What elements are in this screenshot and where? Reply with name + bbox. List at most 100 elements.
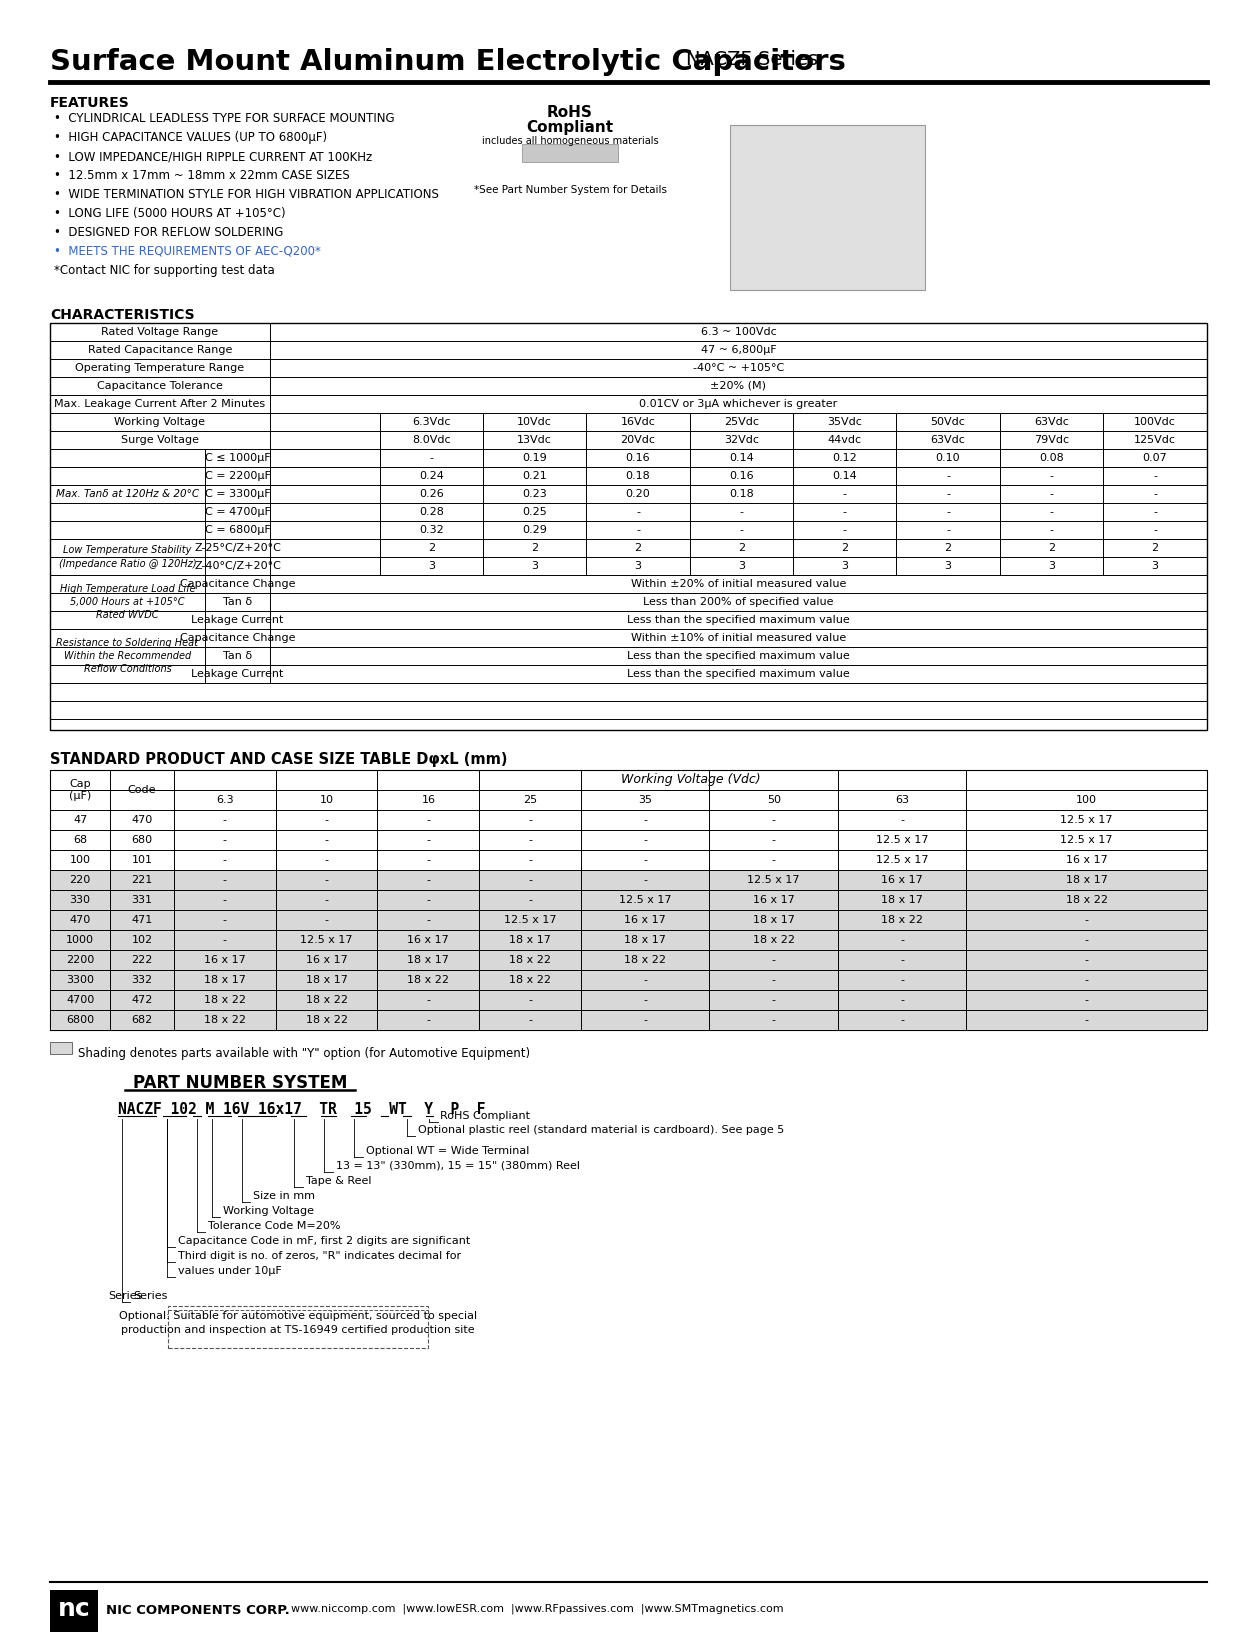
Text: Series: Series [108,1291,142,1301]
Text: PART NUMBER SYSTEM: PART NUMBER SYSTEM [133,1074,347,1092]
Text: Optional plastic reel (standard material is cardboard). See page 5: Optional plastic reel (standard material… [419,1124,784,1134]
Text: Surface Mount Aluminum Electrolytic Capacitors: Surface Mount Aluminum Electrolytic Capa… [50,47,846,77]
Text: 2: 2 [427,543,435,553]
Text: -: - [644,974,647,986]
Text: 680: 680 [132,836,152,845]
Text: -: - [528,1015,532,1025]
Text: 0.16: 0.16 [729,472,754,481]
Text: Shading denotes parts available with "Y" option (for Automotive Equipment): Shading denotes parts available with "Y"… [78,1048,530,1061]
Text: 10: 10 [319,795,333,805]
Text: -: - [1085,974,1089,986]
Text: 79Vdc: 79Vdc [1035,436,1068,446]
Text: -: - [426,996,430,1005]
Text: 16 x 17: 16 x 17 [204,955,245,965]
Text: 35Vdc: 35Vdc [827,418,862,428]
Text: •  MEETS THE REQUIREMENTS OF AEC-Q200*: • MEETS THE REQUIREMENTS OF AEC-Q200* [54,245,321,258]
Text: Less than 200% of specified value: Less than 200% of specified value [644,597,833,607]
Bar [50,889,1207,911]
Text: Tan δ: Tan δ [222,597,253,607]
Text: -: - [528,836,532,845]
Text: Third digit is no. of zeros, "R" indicates decimal for: Third digit is no. of zeros, "R" indicat… [178,1252,461,1262]
Text: -: - [528,855,532,865]
Bar [167,1306,427,1348]
Text: 102: 102 [132,935,152,945]
Text: 220: 220 [69,875,91,885]
Text: 18 x 22: 18 x 22 [509,974,551,986]
Bar [730,126,925,290]
Bar [50,1590,98,1632]
Text: Less than the specified maximum value: Less than the specified maximum value [627,669,850,679]
Bar [50,1010,1207,1030]
Text: Max. Leakage Current After 2 Minutes: Max. Leakage Current After 2 Minutes [54,398,265,410]
Text: 222: 222 [131,955,152,965]
Text: -: - [1153,472,1156,481]
Text: -: - [842,508,846,517]
Text: Series: Series [133,1291,167,1301]
Text: Max. Tanδ at 120Hz & 20°C: Max. Tanδ at 120Hz & 20°C [57,490,199,499]
Text: -: - [426,1015,430,1025]
Text: -: - [900,935,904,945]
Text: -: - [644,996,647,1005]
Text: 0.29: 0.29 [522,526,547,535]
Text: •  CYLINDRICAL LEADLESS TYPE FOR SURFACE MOUNTING: • CYLINDRICAL LEADLESS TYPE FOR SURFACE … [54,113,395,126]
Text: 50Vdc: 50Vdc [930,418,965,428]
Text: -: - [324,814,328,826]
Text: Capacitance Change: Capacitance Change [180,633,295,643]
Text: STANDARD PRODUCT AND CASE SIZE TABLE DφxL (mm): STANDARD PRODUCT AND CASE SIZE TABLE Dφx… [50,752,508,767]
Text: -: - [1050,526,1053,535]
Text: 47: 47 [73,814,87,826]
Text: -: - [528,996,532,1005]
Text: 8.0Vdc: 8.0Vdc [412,436,451,446]
Text: 470: 470 [69,916,91,925]
Text: -: - [772,855,776,865]
Text: -: - [772,814,776,826]
Text: nc: nc [58,1598,91,1621]
Text: Within ±20% of initial measured value: Within ±20% of initial measured value [631,579,846,589]
Text: -: - [426,814,430,826]
Text: 2: 2 [1048,543,1055,553]
Text: -: - [772,955,776,965]
Text: Compliant: Compliant [527,121,613,135]
Text: NACZF 102 M 16V 16x17  TR  15  WT  Y  P  F: NACZF 102 M 16V 16x17 TR 15 WT Y P F [118,1102,485,1116]
Text: -: - [1085,935,1089,945]
Text: 2: 2 [944,543,952,553]
Text: 0.19: 0.19 [522,454,547,463]
Text: 12.5 x 17: 12.5 x 17 [300,935,353,945]
Text: Leakage Current: Leakage Current [191,615,284,625]
Text: FEATURES: FEATURES [50,96,129,109]
Text: •  12.5mm x 17mm ~ 18mm x 22mm CASE SIZES: • 12.5mm x 17mm ~ 18mm x 22mm CASE SIZES [54,170,349,183]
Text: C = 6800μF: C = 6800μF [205,526,270,535]
Text: Working Voltage: Working Voltage [114,418,205,428]
Text: -: - [900,1015,904,1025]
Text: 471: 471 [131,916,152,925]
Text: •  LONG LIFE (5000 HOURS AT +105°C): • LONG LIFE (5000 HOURS AT +105°C) [54,207,285,220]
Text: -: - [1153,526,1156,535]
Text: 0.01CV or 3μA whichever is greater: 0.01CV or 3μA whichever is greater [640,398,837,410]
Bar [50,991,1207,1010]
Text: Tape & Reel: Tape & Reel [305,1177,371,1186]
Text: -: - [222,855,226,865]
Text: 0.14: 0.14 [729,454,754,463]
Text: Size in mm: Size in mm [253,1191,316,1201]
Text: 47 ~ 6,800μF: 47 ~ 6,800μF [700,344,777,356]
Text: 0.18: 0.18 [729,490,754,499]
Text: www.niccomp.com  |www.lowESR.com  |www.RFpassives.com  |www.SMTmagnetics.com: www.niccomp.com |www.lowESR.com |www.RFp… [292,1604,783,1614]
Text: -: - [900,974,904,986]
Text: 18 x 22: 18 x 22 [204,1015,245,1025]
Text: values under 10μF: values under 10μF [178,1266,282,1276]
Text: 12.5 x 17: 12.5 x 17 [1061,814,1112,826]
Text: 20Vdc: 20Vdc [621,436,655,446]
Text: •  WIDE TERMINATION STYLE FOR HIGH VIBRATION APPLICATIONS: • WIDE TERMINATION STYLE FOR HIGH VIBRAT… [54,188,439,201]
Text: 12.5 x 17: 12.5 x 17 [748,875,799,885]
Text: Rated Voltage Range: Rated Voltage Range [102,326,219,336]
Text: 2: 2 [530,543,538,553]
Text: 3: 3 [1048,561,1055,571]
Text: 0.21: 0.21 [522,472,547,481]
Bar [50,870,1207,889]
Text: 44vdc: 44vdc [827,436,861,446]
Text: includes all homogeneous materials: includes all homogeneous materials [481,135,659,145]
Text: 6.3: 6.3 [216,795,234,805]
Text: -: - [324,875,328,885]
Text: 0.23: 0.23 [522,490,547,499]
Text: 18 x 17: 18 x 17 [407,955,449,965]
